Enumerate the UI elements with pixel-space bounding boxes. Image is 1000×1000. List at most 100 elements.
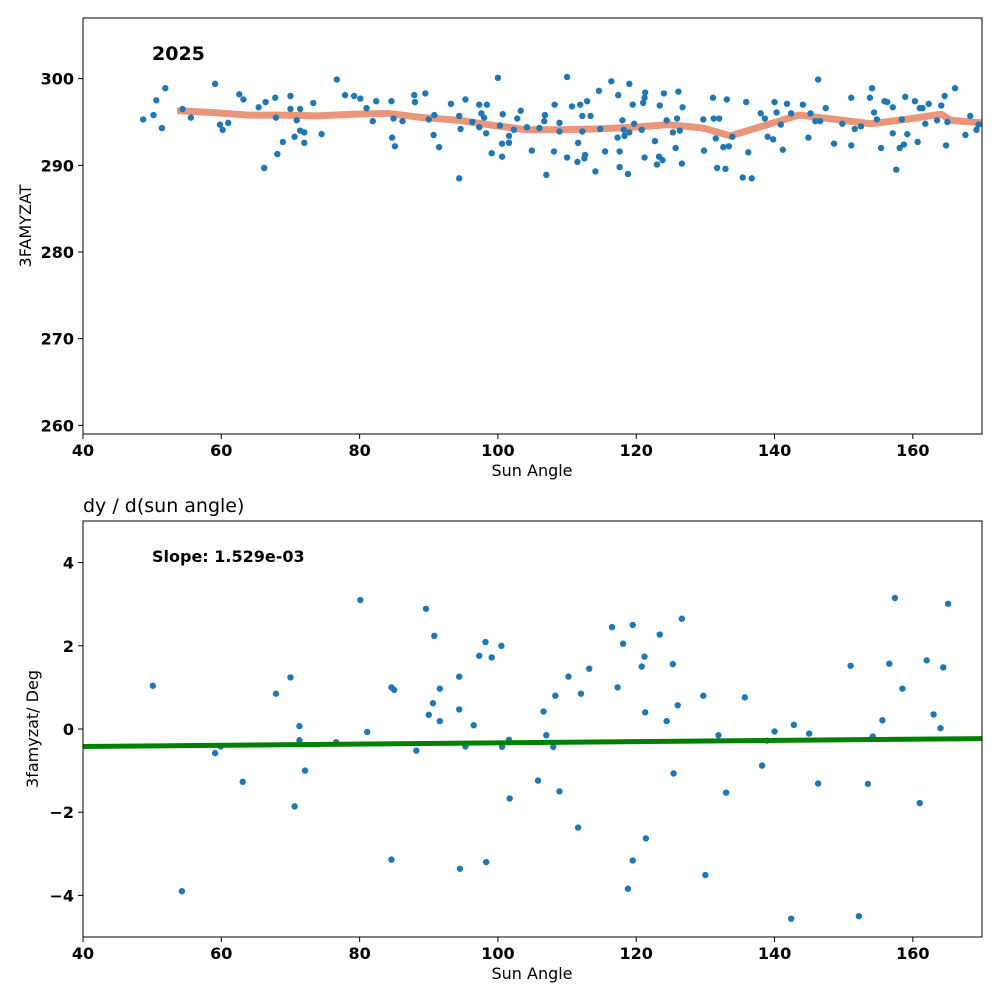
data-point <box>944 118 951 126</box>
data-point <box>922 120 929 127</box>
top-x-axis-ticks: 40 60 80 100 120 140 160 <box>72 434 930 460</box>
data-point <box>805 730 813 737</box>
data-point <box>678 615 686 622</box>
data-point <box>725 143 733 150</box>
data-point <box>436 717 444 725</box>
data-point <box>851 125 858 133</box>
data-point <box>783 100 791 108</box>
data-point <box>574 139 582 146</box>
x-tick-label: 160 <box>896 441 929 460</box>
data-point <box>641 154 648 161</box>
bottom-slope-annotation: Slope: 1.529e-03 <box>152 547 305 566</box>
data-point <box>870 109 878 116</box>
y-tick-label: 2 <box>63 637 74 656</box>
data-point <box>296 105 304 113</box>
data-point <box>608 623 616 631</box>
bottom-y-axis-ticks: −4 −2 0 2 4 <box>49 554 83 905</box>
data-point <box>916 799 923 807</box>
data-point <box>153 97 160 104</box>
data-point <box>919 104 926 112</box>
data-point <box>608 78 615 85</box>
data-point <box>447 100 455 108</box>
data-point <box>745 149 752 156</box>
data-point <box>425 711 432 719</box>
data-point <box>889 130 896 137</box>
data-point <box>938 102 945 109</box>
data-point <box>848 94 855 101</box>
data-point <box>422 90 429 97</box>
data-point <box>891 594 899 602</box>
data-point <box>814 780 822 787</box>
y-tick-label: 0 <box>63 720 74 739</box>
data-point <box>847 662 854 669</box>
data-point <box>470 722 477 729</box>
data-point <box>595 87 603 95</box>
data-point <box>563 154 571 161</box>
data-point <box>923 657 930 664</box>
data-point <box>741 694 748 701</box>
data-point <box>274 150 281 158</box>
data-point <box>556 788 563 795</box>
data-point <box>715 732 722 739</box>
data-point <box>579 112 586 120</box>
data-point <box>816 117 824 125</box>
data-point <box>757 110 764 117</box>
data-point <box>550 148 558 155</box>
data-point <box>937 724 944 732</box>
data-point <box>310 99 317 107</box>
data-point <box>422 605 430 612</box>
data-point <box>659 156 666 164</box>
data-point <box>476 101 483 108</box>
data-point <box>413 747 420 754</box>
data-point <box>568 103 576 110</box>
data-point <box>178 888 186 895</box>
data-point <box>629 857 636 864</box>
data-point <box>498 153 506 160</box>
data-point <box>456 865 464 872</box>
data-point <box>496 122 504 129</box>
data-point <box>805 134 812 141</box>
data-point <box>656 631 663 638</box>
data-point <box>676 127 683 134</box>
x-tick-label: 120 <box>620 441 653 460</box>
data-point <box>523 124 531 131</box>
data-point <box>656 102 663 109</box>
trend-line <box>83 736 982 749</box>
data-point <box>556 119 563 127</box>
data-point <box>390 115 397 122</box>
data-point <box>216 121 224 128</box>
data-point <box>411 91 418 99</box>
data-point <box>219 126 226 133</box>
data-point <box>587 112 594 120</box>
data-point <box>911 98 919 105</box>
data-point <box>973 126 980 133</box>
data-point <box>255 104 262 111</box>
data-point <box>543 732 550 739</box>
data-point <box>642 709 649 716</box>
x-tick-label: 160 <box>896 944 929 963</box>
data-point <box>480 114 488 121</box>
data-point <box>848 142 855 149</box>
data-point <box>889 104 896 111</box>
data-point <box>877 144 885 152</box>
x-tick-label: 80 <box>348 944 370 963</box>
data-point <box>262 98 269 106</box>
data-point <box>551 101 558 108</box>
data-point <box>341 91 349 99</box>
data-point <box>260 164 268 172</box>
data-point <box>616 163 623 171</box>
data-point <box>748 175 755 182</box>
data-point <box>373 98 380 105</box>
data-point <box>941 92 948 100</box>
data-point <box>799 101 807 108</box>
data-point <box>902 93 909 101</box>
data-point <box>581 151 589 159</box>
data-point <box>574 158 581 166</box>
data-point <box>456 112 463 120</box>
data-point <box>429 700 437 707</box>
data-point <box>333 76 340 83</box>
data-point <box>709 94 717 101</box>
data-point <box>614 134 621 141</box>
data-point <box>615 91 622 99</box>
